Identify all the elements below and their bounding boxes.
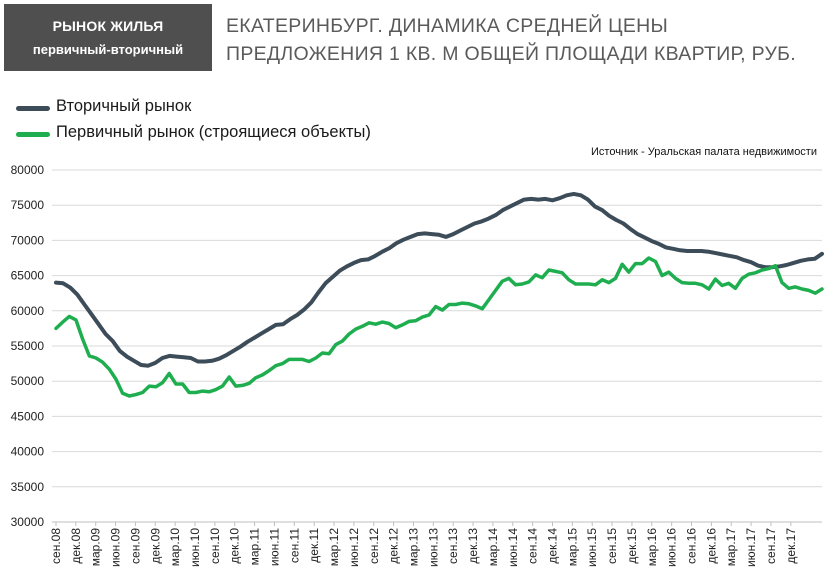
y-tick-label: 30000 [11, 515, 45, 529]
x-tick-label: дек.10 [228, 528, 242, 564]
x-tick-label: сен.14 [526, 528, 540, 564]
x-tick-label: сен.09 [128, 528, 142, 564]
x-tick-label: мар.16 [645, 528, 659, 567]
legend-swatch-secondary [16, 106, 50, 111]
x-tick-label: сен.15 [605, 528, 619, 564]
x-tick-label: дек.11 [307, 528, 321, 563]
x-tick-label: мар.10 [168, 528, 182, 567]
y-tick-label: 50000 [11, 374, 45, 388]
section-badge: РЫНОК ЖИЛЬЯ первичный-вторичный [4, 4, 212, 71]
x-tick-label: июн.09 [109, 528, 123, 567]
y-tick-label: 65000 [11, 269, 45, 283]
x-tick-label: мар.11 [248, 528, 262, 566]
x-tick-label: дек.12 [387, 528, 401, 564]
x-tick-label: июн.15 [585, 528, 599, 567]
x-tick-label: дек.09 [148, 528, 162, 564]
chart-title-line2: ПРЕДЛОЖЕНИЯ 1 КВ. М ОБЩЕЙ ПЛОЩАДИ КВАРТИ… [226, 43, 796, 65]
x-tick-label: сен.08 [49, 528, 63, 564]
x-tick-label: июн.12 [347, 528, 361, 567]
x-tick-label: дек.17 [784, 528, 798, 564]
x-tick-label: мар.12 [327, 528, 341, 567]
chart-title-line1: ЕКАТЕРИНБУРГ. ДИНАМИКА СРЕДНЕЙ ЦЕНЫ [226, 15, 669, 37]
x-tick-label: сен.17 [764, 528, 778, 564]
legend-swatch-primary [16, 132, 50, 137]
x-tick-label: июн.10 [188, 528, 202, 567]
source-note: Источник - Уральская палата недвижимости [591, 146, 817, 158]
x-tick-label: сен.12 [367, 528, 381, 564]
y-tick-label: 45000 [11, 409, 45, 423]
x-tick-label: сен.13 [446, 528, 460, 564]
x-tick-label: дек.16 [704, 528, 718, 564]
chart-title: ЕКАТЕРИНБУРГ. ДИНАМИКА СРЕДНЕЙ ЦЕНЫ ПРЕД… [226, 12, 831, 68]
x-tick-label: июн.14 [506, 528, 520, 567]
y-tick-label: 35000 [11, 480, 45, 494]
y-tick-label: 60000 [11, 304, 45, 318]
legend-label-primary: Первичный рынок (строящиеся объекты) [56, 123, 371, 141]
y-tick-label: 80000 [11, 163, 45, 177]
y-tick-label: 55000 [11, 339, 45, 353]
x-tick-label: мар.17 [724, 528, 738, 567]
x-tick-label: мар.09 [89, 528, 103, 567]
x-tick-label: сен.11 [287, 528, 301, 563]
series-line-secondary [54, 191, 824, 368]
x-tick-label: июн.16 [665, 528, 679, 567]
badge-subtitle: первичный-вторичный [32, 42, 184, 57]
x-tick-label: июн.13 [426, 528, 440, 567]
x-tick-label: мар.15 [565, 528, 579, 567]
legend-label-secondary: Вторичный рынок [56, 97, 192, 115]
x-tick-label: мар.14 [486, 528, 500, 567]
x-tick-label: сен.10 [208, 528, 222, 564]
y-tick-label: 70000 [11, 233, 45, 247]
x-tick-label: дек.14 [546, 528, 560, 564]
x-tick-label: дек.08 [69, 528, 83, 564]
x-tick-label: дек.15 [625, 528, 639, 564]
x-tick-label: июн.11 [267, 528, 281, 566]
x-tick-label: сен.16 [685, 528, 699, 564]
series-line-primary [54, 256, 824, 398]
y-tick-label: 40000 [11, 445, 45, 459]
x-tick-label: июн.17 [744, 528, 758, 567]
badge-title: РЫНОК ЖИЛЬЯ [52, 18, 164, 34]
y-tick-label: 75000 [11, 198, 45, 212]
x-tick-label: мар.13 [406, 528, 420, 567]
x-tick-label: дек.13 [466, 528, 480, 564]
